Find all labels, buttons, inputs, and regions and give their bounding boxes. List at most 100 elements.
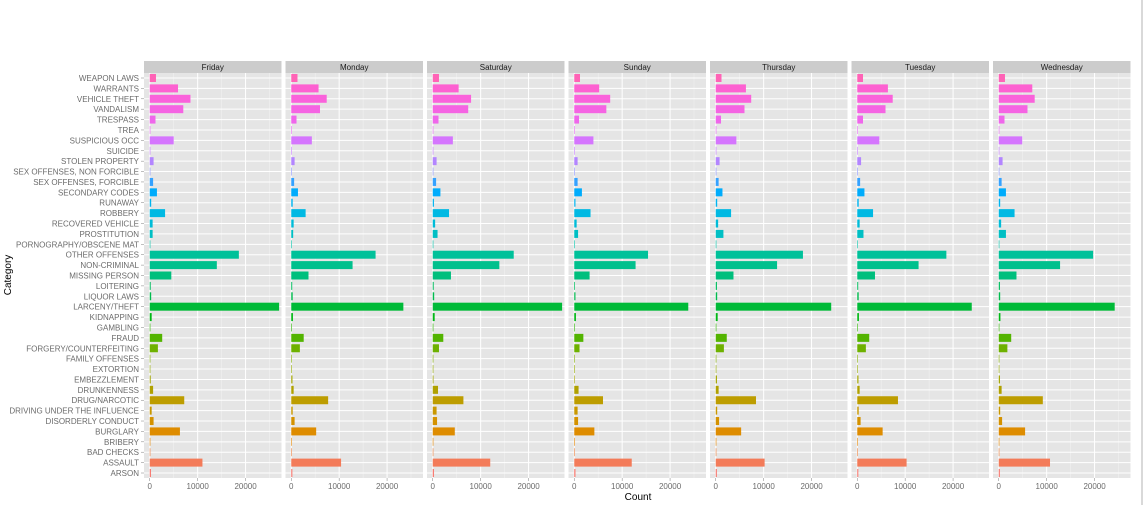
y-tick-label: BAD CHECKS: [87, 448, 139, 457]
bar-non-criminal: [574, 261, 636, 270]
bar-drug-narcotic: [857, 396, 898, 405]
x-tick-label: 0: [148, 482, 153, 491]
bar-sex-offenses-forcible: [574, 177, 578, 186]
right-edge-divider: [1141, 0, 1143, 505]
bar-pornography-obscene-mat: [291, 240, 292, 249]
bar-runaway: [715, 198, 718, 207]
y-tick-label: KIDNAPPING: [90, 313, 139, 322]
panel-saturday: Saturday 0 10000 20000: [427, 61, 565, 491]
bar-secondary-codes: [432, 188, 441, 197]
bar-robbery: [715, 209, 732, 218]
bar-extortion: [574, 365, 575, 374]
bar-suspicious-occ: [998, 136, 1023, 145]
bar-trea: [432, 125, 434, 134]
bar-stolen-property: [149, 157, 154, 166]
bar-drunkenness: [715, 385, 719, 394]
bar-kidnapping: [291, 313, 293, 322]
bar-sex-offenses-non-forcible: [291, 167, 292, 176]
facet-strip: [427, 61, 565, 73]
bar-trea: [574, 125, 575, 134]
bar-fraud: [715, 333, 727, 342]
x-tick-label: 0: [855, 482, 860, 491]
bar-vehicle-theft: [432, 94, 472, 103]
bar-gambling: [432, 323, 434, 332]
y-tick-label: TRESPASS: [97, 116, 139, 125]
bar-larceny-theft: [432, 302, 563, 311]
facet-strip: [710, 61, 848, 73]
bar-trea: [857, 125, 858, 134]
bar-other-offenses: [998, 250, 1094, 259]
x-tick-label: 0: [714, 482, 719, 491]
y-tick-label: WARRANTS: [94, 84, 139, 93]
x-tick-label: 10000: [894, 482, 917, 491]
bar-warrants: [149, 84, 179, 93]
bar-suspicious-occ: [149, 136, 174, 145]
bar-embezzlement: [432, 375, 434, 384]
bar-arson: [149, 469, 151, 477]
bar-recovered-vehicle: [715, 219, 719, 228]
bar-larceny-theft: [857, 302, 972, 311]
bar-missing-person: [291, 271, 309, 280]
bar-bribery: [574, 437, 575, 446]
bar-driving-under-the-influence: [998, 406, 1001, 415]
bar-kidnapping: [998, 313, 1001, 322]
bar-pornography-obscene-mat: [432, 240, 434, 249]
bar-family-offenses: [149, 354, 151, 363]
bar-weapon-laws: [149, 74, 156, 82]
x-tick-label: 10000: [187, 482, 210, 491]
bar-driving-under-the-influence: [291, 406, 293, 415]
bar-vehicle-theft: [998, 94, 1035, 103]
bar-driving-under-the-influence: [715, 406, 718, 415]
bar-liquor-laws: [998, 292, 1001, 301]
bar-trea: [149, 125, 151, 134]
y-tick-label: ROBBERY: [100, 209, 140, 218]
bar-other-offenses: [149, 250, 239, 259]
y-tick-label: OTHER OFFENSES: [66, 251, 139, 260]
bar-sex-offenses-forcible: [291, 177, 295, 186]
bar-forgery-counterfeiting: [432, 344, 439, 353]
bar-liquor-laws: [291, 292, 293, 301]
bar-burglary: [149, 427, 180, 436]
x-tick-label: 20000: [517, 482, 540, 491]
bar-arson: [857, 469, 859, 477]
bar-gambling: [857, 323, 858, 332]
bar-prostitution: [715, 229, 724, 238]
bar-extortion: [715, 365, 717, 374]
bar-vandalism: [149, 105, 184, 114]
bar-runaway: [857, 198, 859, 207]
bar-forgery-counterfeiting: [998, 344, 1008, 353]
bar-pornography-obscene-mat: [149, 240, 151, 249]
x-tick-label: 0: [431, 482, 436, 491]
y-tick-label: EMBEZZLEMENT: [74, 375, 139, 384]
bar-extortion: [998, 365, 1000, 374]
bar-other-offenses: [432, 250, 514, 259]
x-tick-label: 20000: [1083, 482, 1106, 491]
bar-weapon-laws: [998, 74, 1005, 82]
y-tick-label: DRUG/NARCOTIC: [71, 396, 139, 405]
bar-forgery-counterfeiting: [574, 344, 580, 353]
bar-assault: [574, 458, 632, 467]
bar-prostitution: [998, 229, 1006, 238]
bar-driving-under-the-influence: [574, 406, 578, 415]
bar-bad-checks: [857, 448, 858, 457]
facet-strip: [285, 61, 423, 73]
bar-larceny-theft: [574, 302, 689, 311]
bar-fraud: [857, 333, 870, 342]
bar-robbery: [432, 209, 450, 218]
bar-non-criminal: [857, 261, 919, 270]
bar-trea: [291, 125, 292, 134]
bar-assault: [149, 458, 203, 467]
bar-liquor-laws: [149, 292, 152, 301]
bar-liquor-laws: [857, 292, 859, 301]
bar-robbery: [998, 209, 1015, 218]
bar-forgery-counterfeiting: [149, 344, 158, 353]
y-tick-label: DISORDERLY CONDUCT: [46, 417, 140, 426]
bar-drug-narcotic: [149, 396, 185, 405]
y-tick-label: STOLEN PROPERTY: [61, 157, 140, 166]
bar-kidnapping: [715, 313, 718, 322]
bar-fraud: [291, 333, 304, 342]
bar-drug-narcotic: [291, 396, 329, 405]
y-tick-label: SUSPICIOUS OCC: [70, 136, 140, 145]
bar-secondary-codes: [857, 188, 865, 197]
bar-drug-narcotic: [715, 396, 756, 405]
